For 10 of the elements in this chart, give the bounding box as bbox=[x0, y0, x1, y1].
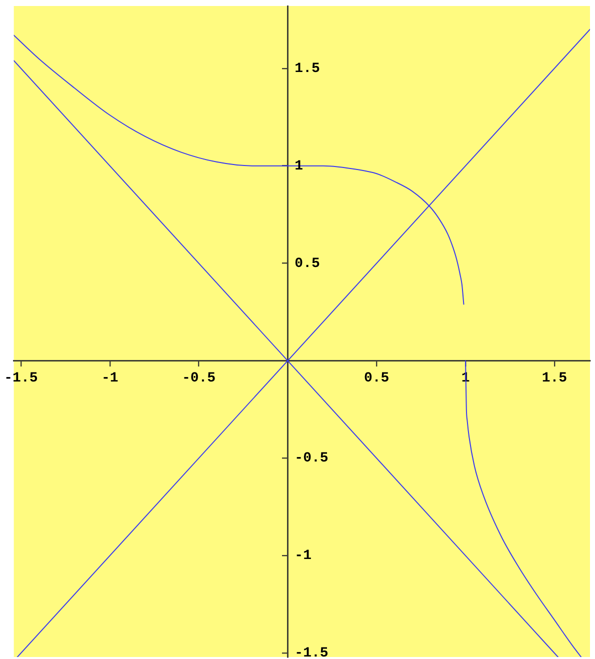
y-tick-label: -0.5 bbox=[294, 450, 328, 467]
x-tick-label: 1.5 bbox=[542, 370, 568, 387]
y-tick-label: 0.5 bbox=[294, 256, 320, 272]
y-tick-label: -1 bbox=[294, 548, 312, 564]
x-tick-label: -1.5 bbox=[4, 370, 38, 387]
x-tick-label: 0.5 bbox=[364, 370, 390, 387]
y-tick-label: 1.5 bbox=[294, 60, 320, 77]
x-tick-label: -0.5 bbox=[182, 370, 216, 387]
x-tick-label: -1 bbox=[101, 370, 118, 387]
y-tick-label: -1.5 bbox=[294, 646, 328, 659]
